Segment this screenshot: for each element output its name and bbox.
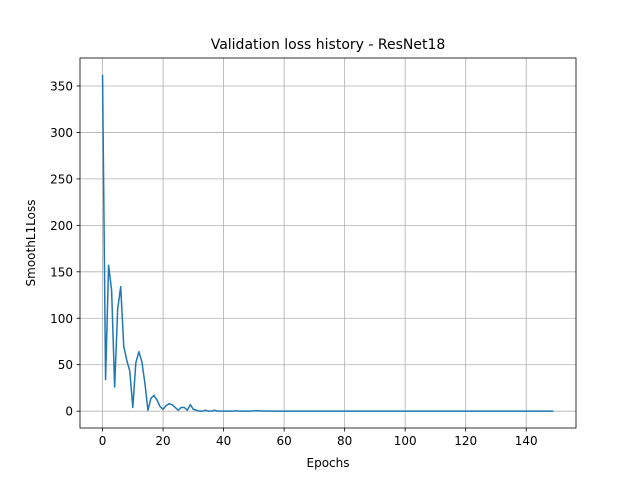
x-tick-label: 40 [216, 434, 231, 448]
plot-frame [79, 57, 577, 429]
y-axis-label: SmoothL1Loss [24, 200, 38, 287]
x-tick-label: 100 [394, 434, 417, 448]
y-tick-label: 0 [65, 405, 73, 419]
x-tick-label: 80 [337, 434, 352, 448]
series-line [101, 74, 554, 412]
y-tick-label: 350 [50, 79, 73, 93]
y-tick-label: 100 [50, 312, 73, 326]
y-tick-label: 200 [50, 219, 73, 233]
y-ticks: 0 50 100 150 200 250 300 350 [50, 79, 80, 419]
grid [80, 58, 576, 428]
x-ticks: 0 20 40 60 80 100 120 140 [99, 428, 538, 448]
x-tick-label: 140 [515, 434, 538, 448]
x-axis-label: Epochs [307, 456, 350, 470]
x-tick-label: 20 [155, 434, 170, 448]
x-tick-label: 60 [276, 434, 291, 448]
x-tick-label: 120 [454, 434, 477, 448]
y-tick-label: 50 [58, 358, 73, 372]
y-tick-label: 150 [50, 265, 73, 279]
chart-title: Validation loss history - ResNet18 [211, 37, 446, 53]
y-tick-label: 250 [50, 172, 73, 186]
x-tick-label: 0 [99, 434, 107, 448]
plot-lines [101, 74, 554, 412]
y-tick-label: 300 [50, 126, 73, 140]
